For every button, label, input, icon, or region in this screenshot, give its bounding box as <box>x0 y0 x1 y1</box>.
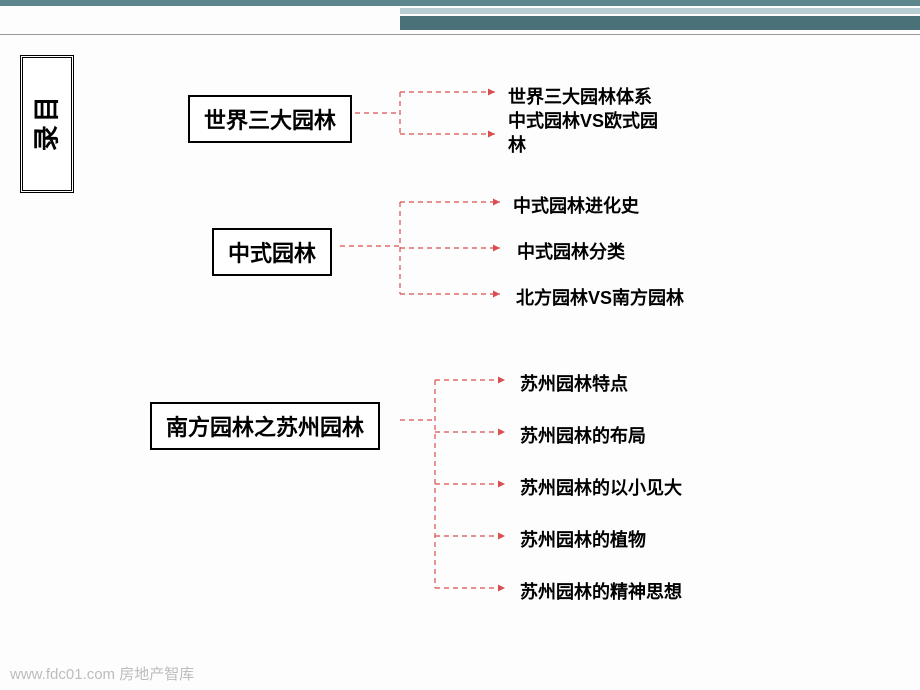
node-world-gardens: 世界三大园林 <box>188 95 352 143</box>
leaf-suzhou-spirit: 苏州园林的精神思想 <box>520 578 682 604</box>
footer: www.fdc01.com 房地产智库 <box>10 663 194 684</box>
node-chinese-gardens: 中式园林 <box>212 228 332 276</box>
leaf-suzhou-plants: 苏州园林的植物 <box>520 526 646 552</box>
header-stripe-1 <box>0 0 920 6</box>
node-suzhou-gardens: 南方园林之苏州园林 <box>150 402 380 450</box>
footer-label: 房地产智库 <box>119 666 194 683</box>
leaf-north-vs-south: 北方园林VS南方园林 <box>516 284 684 310</box>
leaf-world-systems: 世界三大园林体系 <box>508 83 652 109</box>
leaf-suzhou-small-big: 苏州园林的以小见大 <box>520 474 682 500</box>
leaf-suzhou-layout: 苏州园林的布局 <box>520 422 646 448</box>
leaf-cn-vs-eu-2: 林 <box>508 131 526 157</box>
connector-lines <box>0 0 920 690</box>
toc-char-1: 目 <box>33 97 62 123</box>
header-stripe-3 <box>400 16 920 30</box>
leaf-suzhou-features: 苏州园林特点 <box>520 370 628 396</box>
toc-title-box: 目 录 <box>20 55 74 193</box>
header-stripe-2 <box>400 8 920 14</box>
leaf-classification: 中式园林分类 <box>517 238 625 264</box>
toc-char-2: 录 <box>33 125 62 151</box>
footer-url: www.fdc01.com <box>10 666 115 683</box>
header-line <box>0 34 920 35</box>
leaf-cn-vs-eu-1: 中式园林VS欧式园 <box>508 107 658 133</box>
leaf-evolution: 中式园林进化史 <box>513 192 639 218</box>
